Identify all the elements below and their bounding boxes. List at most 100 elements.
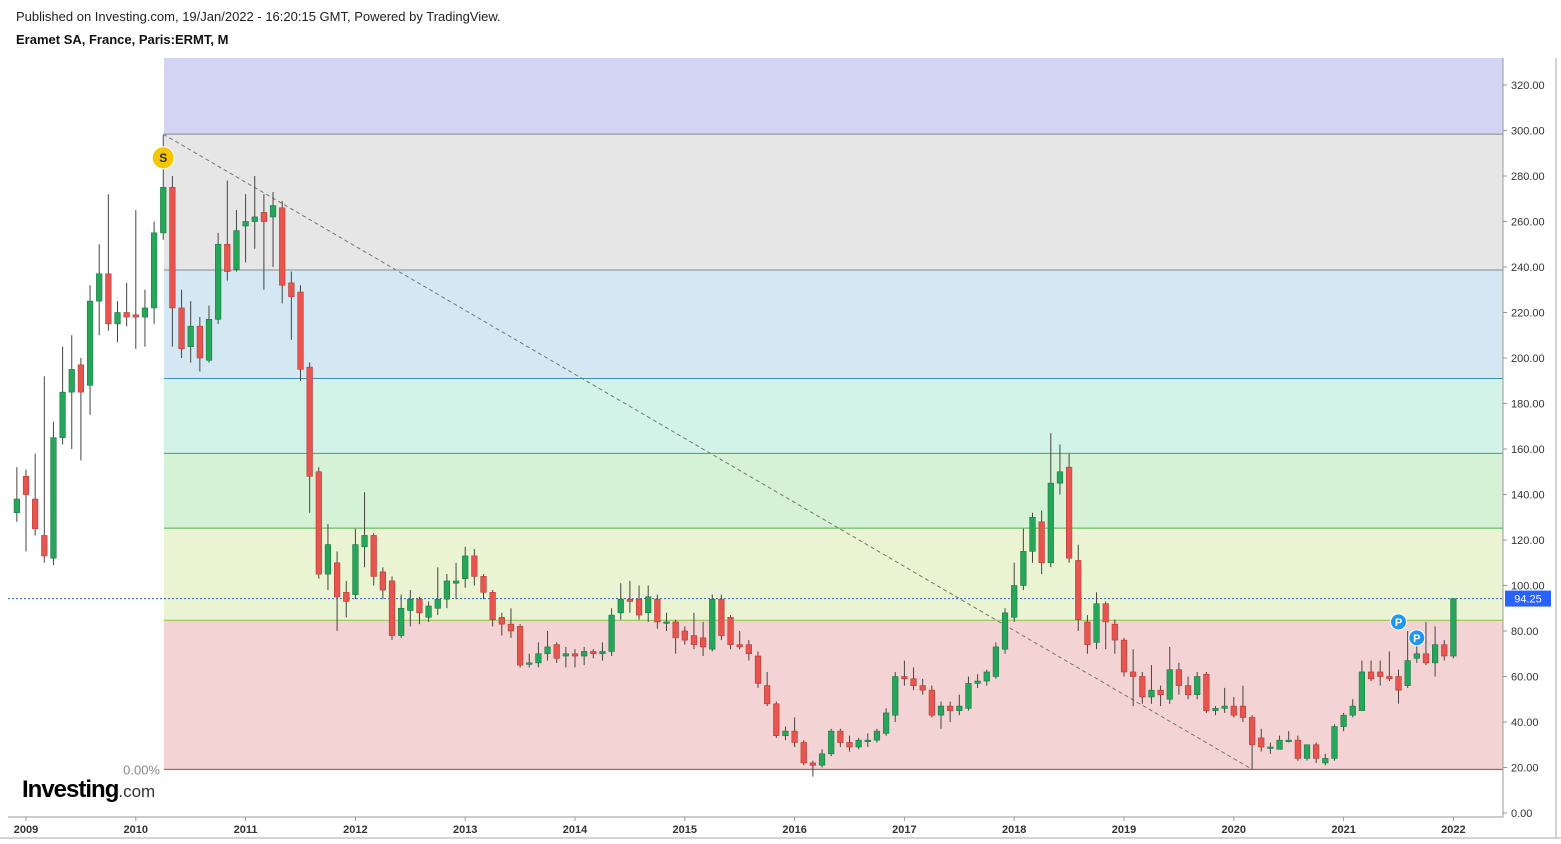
candle-down[interactable] (1130, 671, 1137, 677)
candle-down[interactable] (489, 592, 496, 620)
candle-up[interactable] (1011, 585, 1018, 618)
candle-up[interactable] (855, 739, 862, 748)
candle-up[interactable] (983, 671, 990, 682)
candle-down[interactable] (123, 312, 130, 318)
candle-down[interactable] (224, 243, 231, 272)
candle-down[interactable] (1230, 705, 1237, 716)
signal-s-marker[interactable] (151, 146, 175, 170)
candle-up[interactable] (187, 325, 194, 347)
candle-up[interactable] (1056, 471, 1064, 484)
candle-up[interactable] (141, 307, 149, 318)
candle-down[interactable] (105, 273, 112, 325)
candle-down[interactable] (773, 703, 780, 736)
candle-up[interactable] (608, 614, 615, 652)
candle-down[interactable] (1422, 653, 1430, 664)
candle-down[interactable] (800, 742, 807, 764)
candle-down[interactable] (846, 742, 853, 748)
candle-up[interactable] (361, 535, 368, 548)
candle-up[interactable] (992, 646, 999, 677)
candle-up[interactable] (1029, 516, 1036, 552)
candle-down[interactable] (635, 598, 643, 616)
candle-down[interactable] (1075, 560, 1082, 620)
candle-down[interactable] (1313, 744, 1320, 759)
candle-up[interactable] (407, 598, 414, 611)
candle-down[interactable] (480, 576, 487, 593)
candle-down[interactable] (901, 676, 908, 680)
candles-layer[interactable] (13, 135, 1457, 777)
candle-up[interactable] (544, 646, 551, 655)
candle-up[interactable] (1194, 676, 1201, 696)
candle-down[interactable] (77, 364, 84, 393)
candle-up[interactable] (617, 598, 624, 614)
candle-down[interactable] (928, 689, 935, 716)
candle-down[interactable] (1139, 676, 1146, 698)
candle-down[interactable] (809, 762, 816, 766)
candle-up[interactable] (1340, 714, 1347, 727)
candle-down[interactable] (947, 705, 954, 711)
candle-down[interactable] (571, 653, 579, 657)
candle-up[interactable] (663, 621, 670, 624)
candle-up[interactable] (324, 544, 332, 575)
candle-down[interactable] (196, 325, 203, 359)
candle-down[interactable] (516, 626, 524, 666)
candle-down[interactable] (32, 498, 39, 529)
candle-up[interactable] (1093, 603, 1100, 643)
candle-up[interactable] (1212, 708, 1219, 711)
candle-up[interactable] (1432, 644, 1439, 664)
candle-down[interactable] (22, 475, 30, 495)
candle-up[interactable] (581, 651, 588, 657)
candle-down[interactable] (1258, 737, 1265, 748)
candle-down[interactable] (132, 314, 139, 318)
candle-down[interactable] (333, 562, 341, 598)
candle-up[interactable] (251, 216, 258, 222)
candle-up[interactable] (645, 596, 652, 614)
candle-down[interactable] (297, 291, 304, 370)
candle-down[interactable] (1066, 466, 1073, 559)
candle-up[interactable] (782, 730, 789, 736)
candle-down[interactable] (1184, 685, 1192, 695)
candle-down[interactable] (919, 685, 926, 691)
candle-down[interactable] (379, 571, 386, 591)
candle-down[interactable] (1294, 739, 1301, 759)
candle-up[interactable] (828, 730, 835, 755)
candle-up[interactable] (1303, 744, 1311, 759)
candle-up[interactable] (1020, 551, 1027, 586)
candle-up[interactable] (882, 712, 890, 734)
candle-up[interactable] (1047, 482, 1054, 564)
candle-down[interactable] (1111, 623, 1118, 641)
signal-p-marker[interactable] (1390, 613, 1407, 631)
candle-down[interactable] (416, 598, 423, 614)
candle-down[interactable] (1395, 676, 1402, 691)
candle-up[interactable] (462, 555, 469, 579)
candle-down[interactable] (169, 187, 176, 309)
candle-up[interactable] (59, 391, 66, 438)
candle-down[interactable] (699, 637, 707, 648)
signals-layer[interactable]: S PP (151, 146, 1426, 647)
candle-up[interactable] (233, 230, 240, 270)
candle-up[interactable] (873, 730, 881, 741)
candle-up[interactable] (68, 369, 75, 393)
candle-up[interactable] (1267, 746, 1274, 749)
candle-down[interactable] (910, 678, 917, 686)
candle-down[interactable] (41, 535, 48, 557)
candle-up[interactable] (50, 437, 57, 559)
candle-down[interactable] (1386, 676, 1393, 680)
candle-up[interactable] (1322, 758, 1329, 764)
candle-up[interactable] (160, 187, 167, 234)
candle-up[interactable] (13, 498, 20, 513)
candle-down[interactable] (1084, 621, 1091, 645)
candle-down[interactable] (837, 730, 844, 743)
candle-down[interactable] (1203, 673, 1210, 711)
candle-up[interactable] (434, 598, 441, 609)
candle-up[interactable] (1450, 598, 1457, 657)
candle-down[interactable] (553, 644, 560, 659)
candle-up[interactable] (86, 300, 94, 386)
candle-down[interactable] (370, 535, 377, 577)
candle-down[interactable] (507, 623, 515, 632)
candle-up[interactable] (1166, 669, 1173, 700)
candle-down[interactable] (1249, 717, 1256, 746)
candle-down[interactable] (727, 617, 734, 645)
candle-down[interactable] (1367, 671, 1375, 680)
candle-up[interactable] (452, 580, 460, 584)
